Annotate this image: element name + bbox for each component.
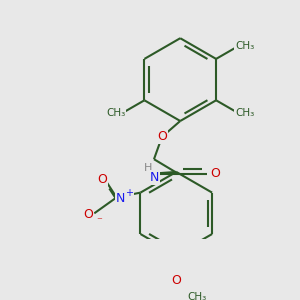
Text: H: H [143,163,152,173]
Text: O: O [83,208,93,221]
Text: +: + [125,188,133,198]
Text: O: O [97,172,107,186]
Text: CH₃: CH₃ [106,108,126,118]
Text: N: N [149,171,159,184]
Text: O: O [157,130,167,143]
Text: O: O [171,274,181,287]
Text: CH₃: CH₃ [235,108,254,118]
Text: CH₃: CH₃ [235,41,254,51]
Text: O: O [210,167,220,180]
Text: ⁻: ⁻ [96,216,102,226]
Text: N: N [116,193,125,206]
Text: CH₃: CH₃ [187,292,207,300]
